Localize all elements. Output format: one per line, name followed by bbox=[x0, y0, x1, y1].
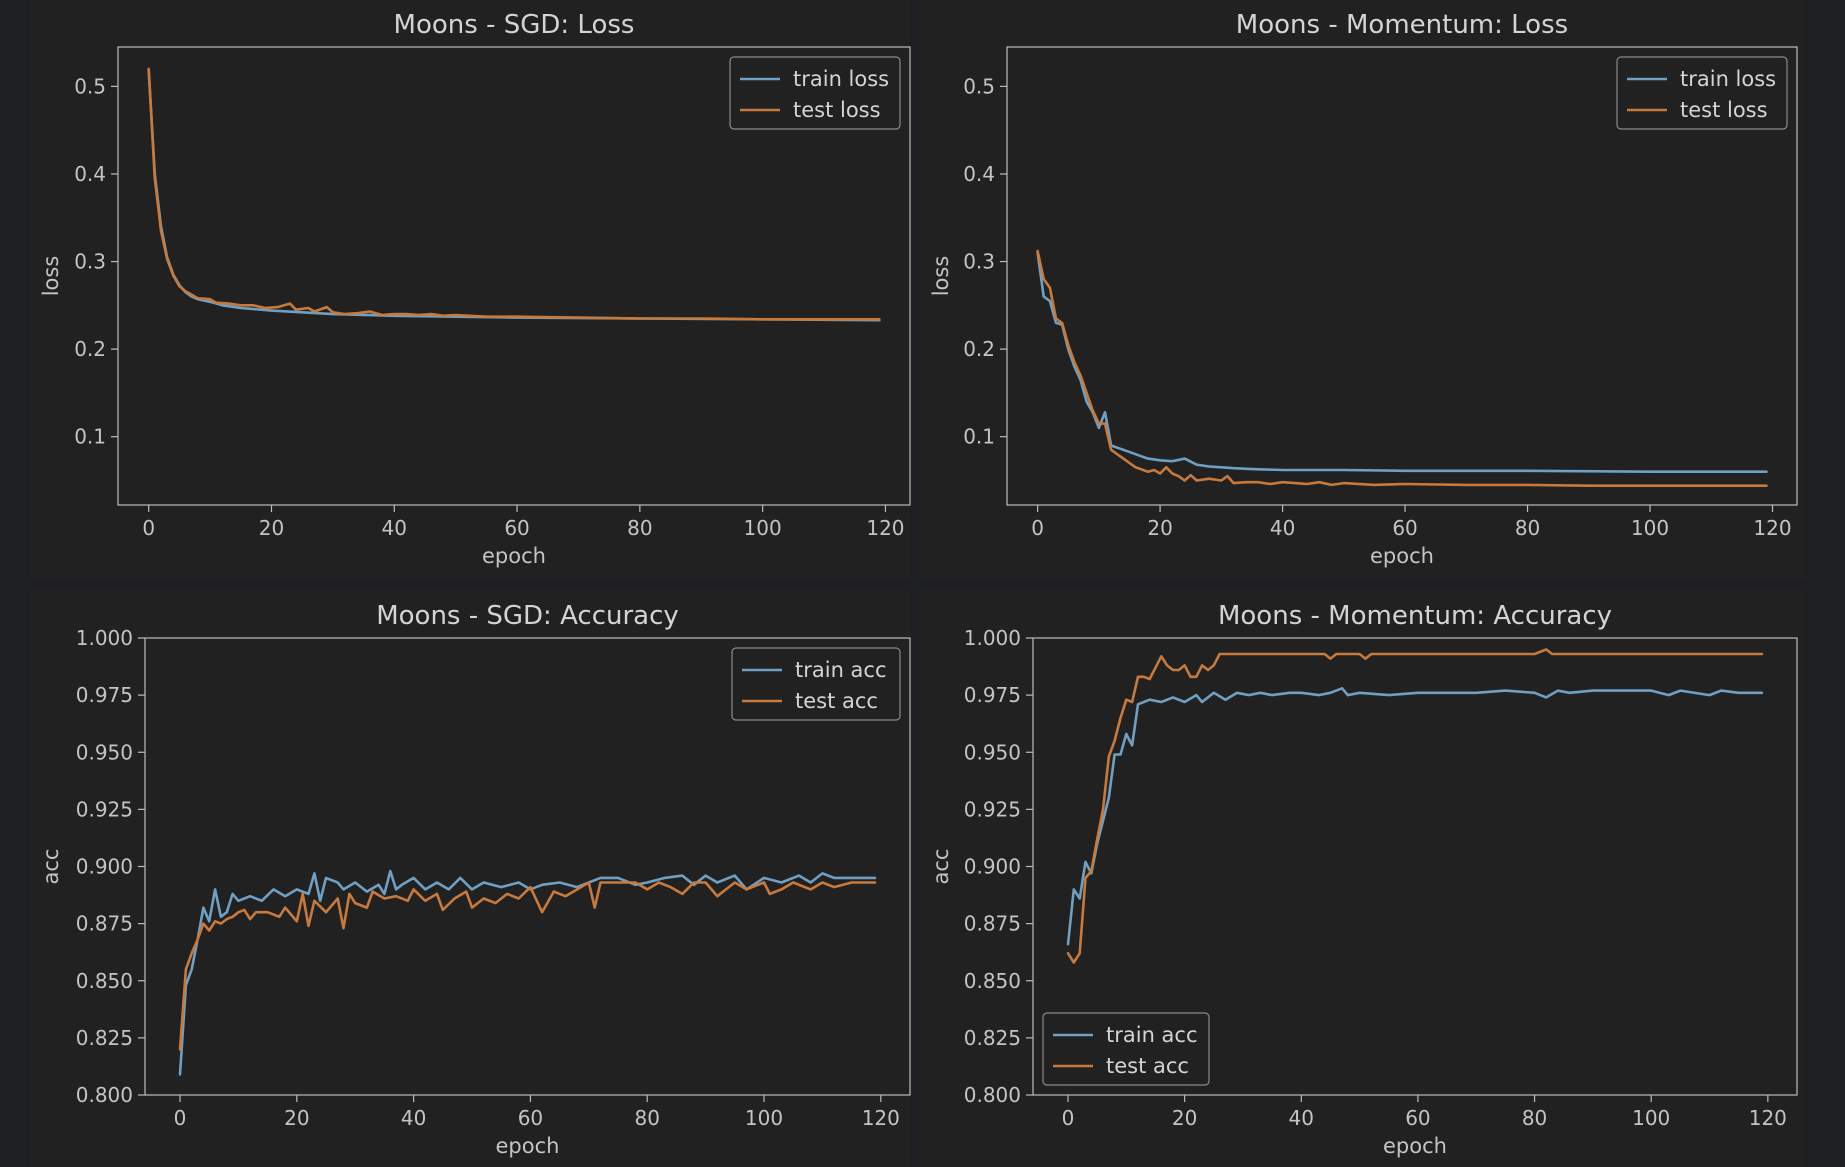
y-tick-label: 1.000 bbox=[76, 626, 133, 650]
y-tick-label: 0.975 bbox=[964, 683, 1021, 707]
y-tick-label: 0.850 bbox=[964, 969, 1021, 993]
x-tick-label: 60 bbox=[1405, 1106, 1430, 1130]
x-tick-label: 80 bbox=[1515, 516, 1540, 540]
legend-label: test acc bbox=[1106, 1054, 1189, 1078]
series-line-train bbox=[178, 869, 877, 1076]
y-tick-label: 0.950 bbox=[964, 740, 1021, 764]
y-axis-label: acc bbox=[39, 849, 63, 885]
x-tick-label: 40 bbox=[1270, 516, 1295, 540]
x-tick-label: 100 bbox=[1631, 516, 1669, 540]
x-tick-label: 80 bbox=[634, 1106, 659, 1130]
y-tick-label: 0.2 bbox=[963, 337, 995, 361]
x-tick-label: 100 bbox=[745, 1106, 783, 1130]
x-tick-label: 120 bbox=[1753, 516, 1791, 540]
x-tick-label: 0 bbox=[1031, 516, 1044, 540]
y-axis-label: loss bbox=[39, 256, 63, 297]
y-tick-label: 0.825 bbox=[964, 1026, 1021, 1050]
series-line-test bbox=[1036, 249, 1768, 487]
chart-title: Moons - SGD: Accuracy bbox=[376, 601, 679, 631]
legend: train acc test acc bbox=[731, 647, 901, 721]
x-tick-label: 0 bbox=[1062, 1106, 1075, 1130]
y-axis-label: acc bbox=[929, 849, 953, 885]
y-tick-label: 0.900 bbox=[76, 855, 133, 879]
chart-panel-1: Moons - SGD: Loss 0 20 40 60 80 100 120 0.1 0.2 0.… bbox=[30, 0, 911, 580]
y-tick-label: 0.950 bbox=[76, 740, 133, 764]
legend-label: test loss bbox=[1680, 98, 1768, 122]
legend-label: test loss bbox=[793, 98, 881, 122]
x-axis-label: epoch bbox=[496, 1134, 560, 1158]
series-line-test bbox=[147, 67, 881, 321]
chart-panel-3: Moons - SGD: Accuracy 0 20 40 60 80 100 120 0.80… bbox=[30, 590, 911, 1167]
x-tick-label: 120 bbox=[862, 1106, 900, 1130]
y-tick-label: 0.1 bbox=[74, 425, 106, 449]
x-tick-label: 80 bbox=[1522, 1106, 1547, 1130]
series-line-train bbox=[1066, 687, 1764, 946]
legend-label: train acc bbox=[1106, 1023, 1198, 1047]
chart-panel-4: Moons - Momentum: Accuracy 0 20 40 60 80 100 12… bbox=[920, 590, 1805, 1167]
legend: train acc test acc bbox=[1042, 1012, 1210, 1086]
legend-label: train acc bbox=[795, 658, 887, 682]
y-tick-label: 0.3 bbox=[963, 250, 995, 274]
y-tick-label: 0.800 bbox=[76, 1083, 133, 1107]
chart-title: Moons - Momentum: Accuracy bbox=[1218, 601, 1612, 631]
x-tick-label: 120 bbox=[866, 516, 904, 540]
chart-title: Moons - Momentum: Loss bbox=[1236, 10, 1568, 40]
x-tick-label: 20 bbox=[1172, 1106, 1197, 1130]
x-tick-label: 60 bbox=[518, 1106, 543, 1130]
y-tick-label: 0.1 bbox=[963, 425, 995, 449]
y-axis-label: loss bbox=[929, 256, 953, 297]
y-tick-label: 0.875 bbox=[964, 912, 1021, 936]
y-tick-label: 0.875 bbox=[76, 912, 133, 936]
x-tick-label: 20 bbox=[1147, 516, 1172, 540]
legend: train loss test loss bbox=[729, 56, 901, 130]
y-tick-label: 0.5 bbox=[74, 74, 106, 98]
y-tick-label: 0.5 bbox=[963, 74, 995, 98]
x-tick-label: 20 bbox=[259, 516, 284, 540]
x-tick-label: 60 bbox=[1392, 516, 1417, 540]
x-axis-label: epoch bbox=[1370, 544, 1434, 568]
y-tick-label: 0.4 bbox=[74, 162, 106, 186]
x-tick-label: 80 bbox=[627, 516, 652, 540]
y-tick-label: 0.975 bbox=[76, 683, 133, 707]
y-tick-label: 0.925 bbox=[964, 797, 1021, 821]
x-tick-label: 40 bbox=[1289, 1106, 1314, 1130]
y-tick-label: 0.825 bbox=[76, 1026, 133, 1050]
legend-label: test acc bbox=[795, 689, 878, 713]
y-tick-label: 0.4 bbox=[963, 162, 995, 186]
x-tick-label: 60 bbox=[504, 516, 529, 540]
y-tick-label: 0.925 bbox=[76, 797, 133, 821]
chart-title: Moons - SGD: Loss bbox=[394, 10, 635, 40]
y-tick-label: 0.800 bbox=[964, 1083, 1021, 1107]
y-tick-label: 0.900 bbox=[964, 855, 1021, 879]
x-tick-label: 100 bbox=[1632, 1106, 1670, 1130]
x-tick-label: 40 bbox=[382, 516, 407, 540]
y-tick-label: 1.000 bbox=[964, 626, 1021, 650]
series-line-test bbox=[178, 881, 877, 1051]
x-axis-label: epoch bbox=[482, 544, 546, 568]
y-tick-label: 0.850 bbox=[76, 969, 133, 993]
y-tick-label: 0.3 bbox=[74, 250, 106, 274]
x-tick-label: 100 bbox=[744, 516, 782, 540]
legend-label: train loss bbox=[1680, 67, 1776, 91]
x-tick-label: 40 bbox=[401, 1106, 426, 1130]
legend-label: train loss bbox=[793, 67, 889, 91]
x-tick-label: 0 bbox=[174, 1106, 187, 1130]
x-tick-label: 120 bbox=[1749, 1106, 1787, 1130]
y-tick-label: 0.2 bbox=[74, 337, 106, 361]
x-tick-label: 20 bbox=[284, 1106, 309, 1130]
chart-panel-2: Moons - Momentum: Loss 0 20 40 60 80 100 120 0.1… bbox=[920, 0, 1805, 580]
x-axis-label: epoch bbox=[1383, 1134, 1447, 1158]
x-tick-label: 0 bbox=[142, 516, 155, 540]
series-line-test bbox=[1066, 648, 1764, 964]
legend: train loss test loss bbox=[1616, 56, 1788, 130]
